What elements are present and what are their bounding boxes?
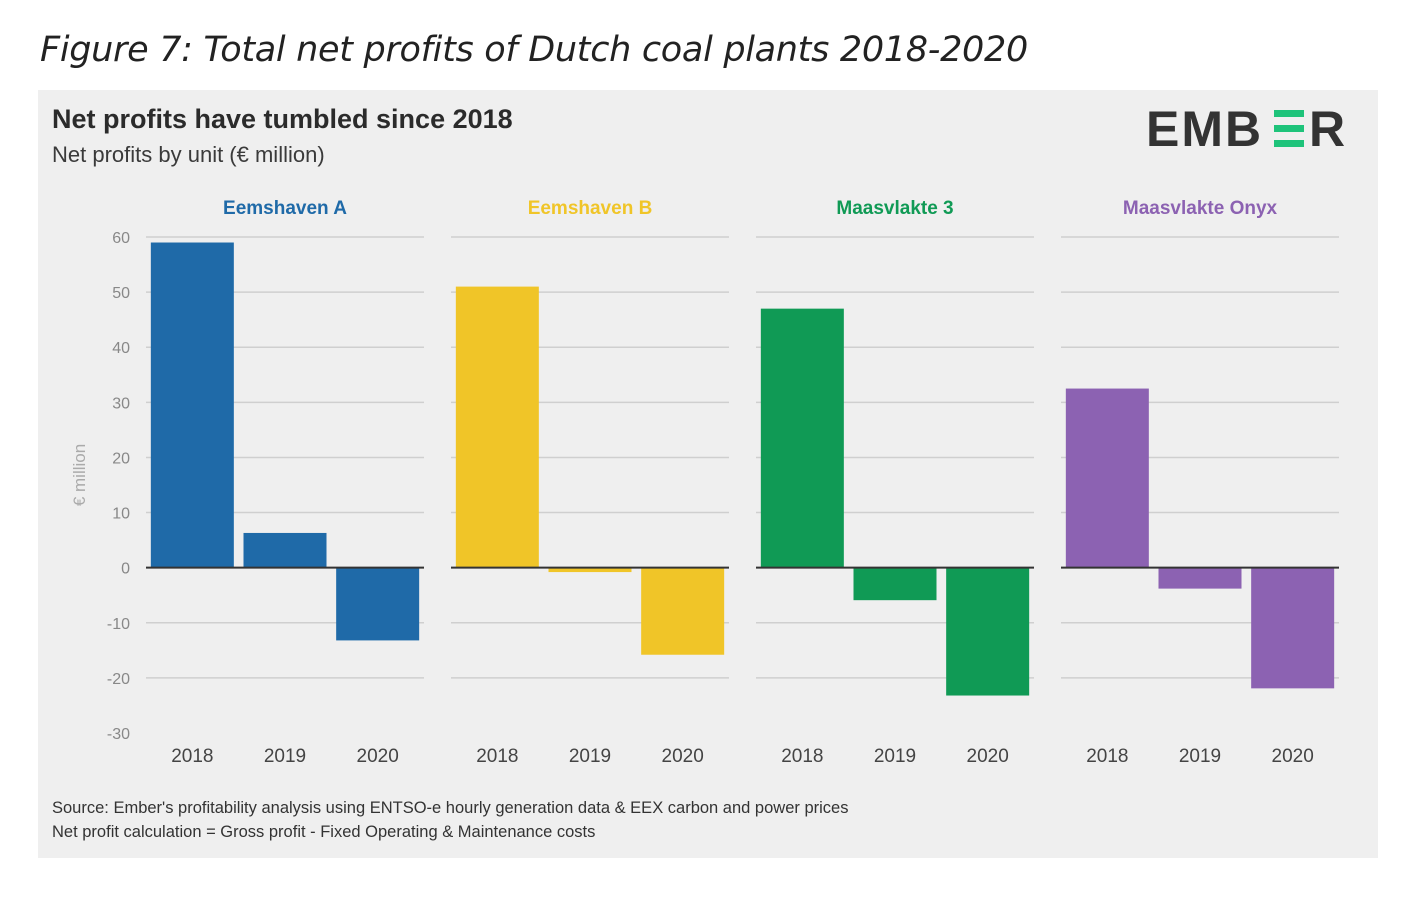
- bar: [641, 567, 725, 655]
- bar: [946, 567, 1030, 696]
- ember-logo: EMB R: [1146, 104, 1345, 152]
- y-tick-label: 60: [112, 230, 130, 247]
- y-tick-label: 0: [121, 561, 130, 578]
- figure-caption: Figure 7: Total net profits of Dutch coa…: [40, 30, 1028, 70]
- chart-subtitle: Net profits by unit (€ million): [52, 142, 325, 167]
- bar: [336, 567, 420, 641]
- bar-chart: 60 50 40 30 20 10 0 -10 -20 -30 € million Eemshaven…: [70, 198, 1339, 767]
- x-tick-label: 2020: [1272, 746, 1314, 767]
- y-tick-label: -10: [107, 616, 130, 633]
- y-axis-label: € million: [70, 444, 89, 506]
- bar: [548, 567, 632, 573]
- y-tick-label: 40: [112, 340, 130, 357]
- source-line-2: Net profit calculation = Gross profit - …: [52, 823, 596, 841]
- source-line-1: Source: Ember's profitability analysis u…: [52, 799, 849, 817]
- svg-text:EMB: EMB: [1146, 104, 1263, 152]
- panel-title: Maasvlakte Onyx: [1123, 198, 1278, 219]
- bar: [1065, 388, 1149, 568]
- y-tick-label: -30: [107, 726, 130, 743]
- x-tick-label: 2019: [1179, 746, 1221, 767]
- y-tick-label: 30: [112, 395, 130, 412]
- x-tick-label: 2020: [662, 746, 704, 767]
- svg-text:R: R: [1309, 104, 1345, 152]
- source-note: Source: Ember's profitability analysis u…: [52, 796, 848, 844]
- x-tick-label: 2020: [967, 746, 1009, 767]
- panel-title: Eemshaven A: [223, 198, 347, 219]
- x-tick-label: 2018: [1086, 746, 1128, 767]
- bar: [455, 286, 539, 568]
- x-tick-label: 2018: [781, 746, 823, 767]
- x-tick-label: 2018: [476, 746, 518, 767]
- logo-accent-e: [1274, 110, 1304, 147]
- bar: [853, 567, 937, 601]
- x-tick-label: 2019: [874, 746, 916, 767]
- x-tick-label: 2019: [264, 746, 306, 767]
- panel-title: Maasvlakte 3: [836, 198, 953, 219]
- y-tick-label: 20: [112, 450, 130, 467]
- panel-title: Eemshaven B: [528, 198, 653, 219]
- y-tick-label: -20: [107, 671, 130, 688]
- y-tick-label: 50: [112, 285, 130, 302]
- bar: [150, 242, 234, 568]
- bar: [243, 532, 327, 568]
- x-tick-label: 2019: [569, 746, 611, 767]
- chart-card: Net profits have tumbled since 2018 Net …: [38, 90, 1378, 858]
- y-tick-label: 10: [112, 506, 130, 523]
- bar: [1251, 567, 1335, 689]
- x-tick-label: 2020: [357, 746, 399, 767]
- bar: [1158, 567, 1242, 589]
- x-tick-label: 2018: [171, 746, 213, 767]
- bar: [760, 308, 844, 568]
- chart-title: Net profits have tumbled since 2018: [52, 104, 513, 134]
